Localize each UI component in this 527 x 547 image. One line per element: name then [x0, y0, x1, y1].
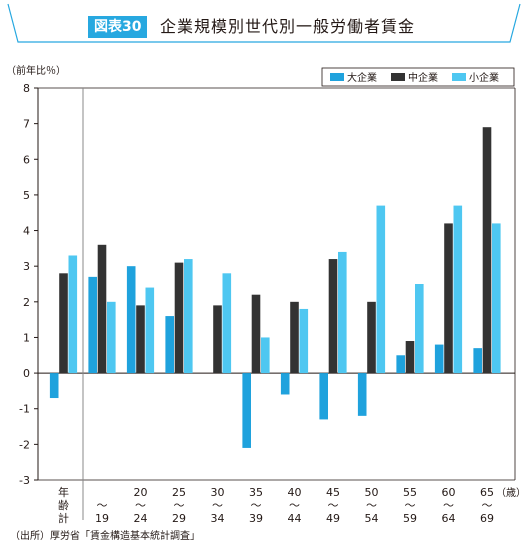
x-tick-label: 34: [211, 512, 225, 525]
legend-swatch: [452, 73, 466, 81]
bar: [165, 316, 174, 374]
x-tick-label: 30: [211, 486, 225, 499]
bar: [444, 223, 453, 374]
bar: [49, 373, 59, 399]
y-tick-label: 3: [23, 260, 30, 273]
bar: [261, 337, 270, 374]
source-note: （出所）厚労省「賃金構造基本統計調査」: [10, 531, 200, 542]
bar: [299, 308, 309, 374]
bar: [367, 301, 376, 374]
x-tick-label: 25: [172, 486, 186, 499]
x-unit-label: （歳）: [496, 487, 526, 499]
bar: [126, 266, 136, 374]
figure-title: 企業規模別世代別一般労働者賃金: [160, 17, 416, 36]
x-tick-label: 44: [288, 512, 302, 525]
y-tick-label: -3: [19, 474, 30, 487]
x-tick-label: 20: [134, 486, 148, 499]
bar: [453, 205, 463, 374]
x-tick-label: 〜: [443, 499, 454, 512]
bar: [473, 348, 482, 374]
bar: [338, 251, 347, 374]
legend-label: 中企業: [408, 71, 438, 84]
figure-header: 図表30 企業規模別世代別一般労働者賃金: [0, 0, 527, 48]
x-tick-label: 39: [249, 512, 263, 525]
y-tick-label: 5: [23, 189, 30, 202]
x-tick-label: 64: [442, 512, 456, 525]
bar: [290, 301, 299, 374]
bar: [434, 344, 444, 374]
legend-label: 大企業: [347, 71, 377, 84]
x-tick-label: 〜: [366, 499, 377, 512]
bar: [184, 259, 193, 374]
bar: [174, 262, 184, 374]
bar: [396, 355, 405, 374]
x-tick-label: 〜: [251, 499, 262, 512]
bar: [492, 223, 501, 374]
bar: [482, 127, 492, 374]
x-tick-label: 〜: [135, 499, 146, 512]
figure-number-badge: 図表30: [88, 16, 148, 38]
y-tick-label: 7: [23, 118, 30, 131]
x-tick-label: 〜: [328, 499, 339, 512]
bar: [145, 287, 155, 374]
bar: [97, 244, 107, 374]
x-tick-label: 〜: [405, 499, 416, 512]
x-tick-label: 59: [403, 512, 417, 525]
y-tick-label: -1: [19, 403, 30, 416]
bar: [107, 301, 116, 374]
x-tick-label: 35: [249, 486, 263, 499]
x-tick-label: 計: [58, 511, 69, 525]
bar: [280, 373, 290, 395]
bar: [88, 276, 97, 374]
legend-swatch: [391, 73, 405, 81]
bar-chart: -3-2-1012345678（前年比％）年齢計〜1920〜2425〜2930〜…: [6, 64, 526, 525]
y-tick-label: 2: [23, 296, 30, 309]
x-tick-label: 65: [480, 486, 494, 499]
x-tick-label: 45: [326, 486, 340, 499]
y-tick-label: 6: [23, 153, 30, 166]
x-tick-label: 24: [134, 512, 148, 525]
bar: [357, 373, 367, 416]
legend-swatch: [330, 73, 344, 81]
y-axis-label: （前年比％）: [6, 64, 66, 77]
x-tick-label: 〜: [212, 499, 223, 512]
legend-box: [321, 67, 515, 87]
x-tick-label: 〜: [97, 499, 108, 512]
x-tick-label: 29: [172, 512, 186, 525]
bar: [376, 205, 386, 374]
bar: [68, 255, 78, 374]
bar: [242, 373, 251, 448]
x-tick-label: 〜: [289, 499, 300, 512]
bar: [136, 305, 145, 374]
x-tick-label: 50: [365, 486, 379, 499]
x-tick-label: 19: [95, 512, 109, 525]
bar: [222, 273, 232, 374]
bar: [319, 373, 328, 420]
bar: [328, 259, 338, 374]
bar: [251, 294, 261, 374]
x-tick-label: 54: [365, 512, 379, 525]
x-tick-label: 〜: [482, 499, 493, 512]
y-tick-label: -2: [19, 438, 30, 451]
header-frame: [7, 3, 521, 43]
legend-label: 小企業: [469, 71, 499, 84]
y-tick-label: 4: [23, 225, 30, 238]
y-tick-label: 1: [23, 331, 30, 344]
y-tick-label: 0: [23, 367, 30, 380]
x-tick-label: 60: [442, 486, 456, 499]
x-tick-label: 40: [288, 486, 302, 499]
x-tick-label: 49: [326, 512, 340, 525]
x-tick-label: 69: [480, 512, 494, 525]
bar: [415, 284, 424, 374]
x-tick-label: 55: [403, 486, 417, 499]
bar: [213, 305, 222, 374]
x-tick-label: 齢: [58, 498, 69, 512]
bar: [59, 273, 68, 374]
bar: [405, 341, 415, 374]
y-tick-label: 8: [23, 82, 30, 95]
x-tick-label: 年: [58, 485, 69, 499]
x-tick-label: 〜: [174, 499, 185, 512]
